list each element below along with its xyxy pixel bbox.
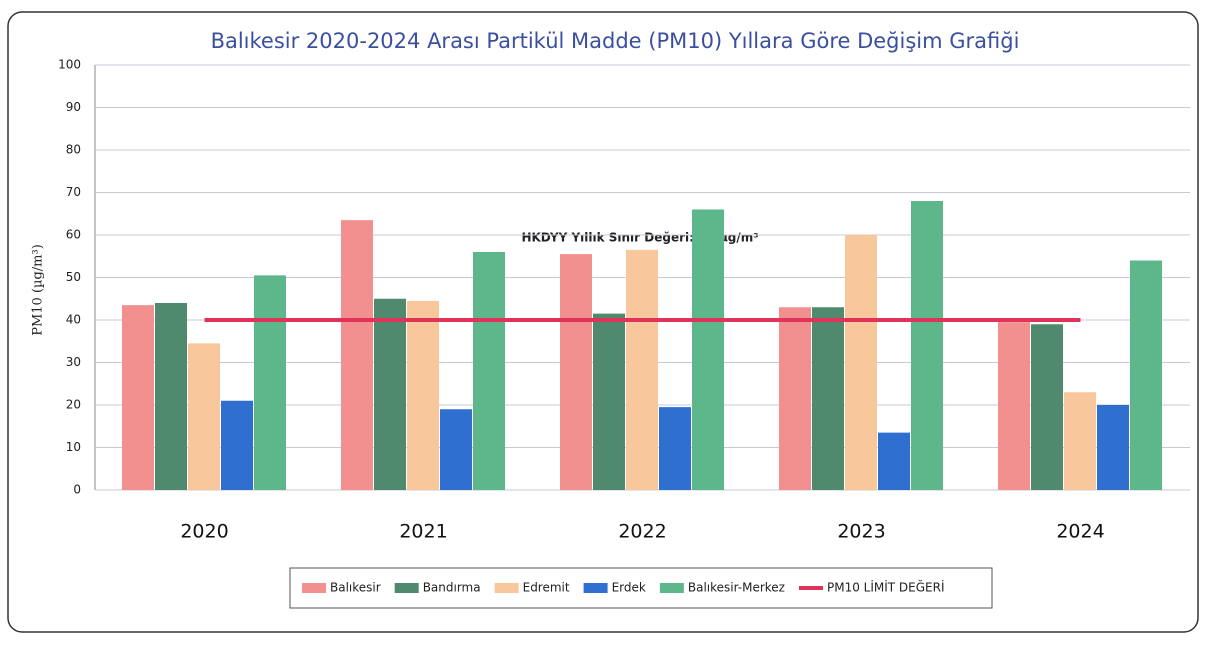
y-tick-label: 50 <box>66 270 81 284</box>
bar <box>440 409 472 490</box>
bar <box>659 407 691 490</box>
bar <box>692 209 724 490</box>
bar <box>473 252 505 490</box>
x-tick-label: 2023 <box>837 521 885 543</box>
bar <box>1031 324 1063 490</box>
y-tick-label: 40 <box>66 313 81 327</box>
chart-title: Balıkesir 2020-2024 Arası Partikül Madde… <box>211 29 1020 53</box>
bar <box>812 307 844 490</box>
y-tick-label: 100 <box>58 58 81 72</box>
bar <box>1130 260 1162 490</box>
legend-label: Erdek <box>612 581 646 595</box>
bar <box>341 220 373 490</box>
y-axis-label: PM10 (µg/m³) <box>31 244 46 336</box>
bar <box>188 343 220 490</box>
y-tick-label: 30 <box>66 355 81 369</box>
y-tick-label: 60 <box>66 228 81 242</box>
bar <box>1097 405 1129 490</box>
legend-swatch <box>394 583 419 593</box>
legend-label: Balıkesir-Merkez <box>688 581 785 595</box>
legend-swatch <box>659 583 684 593</box>
bar <box>593 313 625 490</box>
bar <box>779 307 811 490</box>
y-tick-label: 80 <box>66 143 81 157</box>
x-tick-label: 2024 <box>1056 521 1104 543</box>
legend-label: Balıkesir <box>330 581 381 595</box>
bar <box>560 254 592 490</box>
bar <box>911 201 943 490</box>
y-tick-label: 0 <box>73 483 81 497</box>
legend-swatch <box>583 583 608 593</box>
bar <box>122 305 154 490</box>
bar <box>878 432 910 490</box>
legend-label: Bandırma <box>423 581 481 595</box>
y-tick-label: 90 <box>66 100 81 114</box>
y-tick-label: 70 <box>66 185 81 199</box>
y-tick-label: 20 <box>66 398 81 412</box>
bar <box>254 275 286 490</box>
legend-label: Edremit <box>523 581 570 595</box>
x-tick-label: 2021 <box>399 521 447 543</box>
bar <box>374 298 406 490</box>
legend-swatch <box>302 583 326 593</box>
bar <box>221 400 253 490</box>
bar <box>407 300 439 490</box>
legend-swatch <box>494 583 519 593</box>
y-tick-label: 10 <box>66 440 81 454</box>
bar <box>998 322 1030 490</box>
bar <box>845 235 877 490</box>
bar <box>1064 392 1096 490</box>
x-tick-label: 2020 <box>180 521 228 543</box>
bar <box>626 249 658 490</box>
legend-label: PM10 LİMİT DEĞERİ <box>827 580 945 595</box>
bar <box>155 303 187 490</box>
x-tick-label: 2022 <box>618 521 666 543</box>
